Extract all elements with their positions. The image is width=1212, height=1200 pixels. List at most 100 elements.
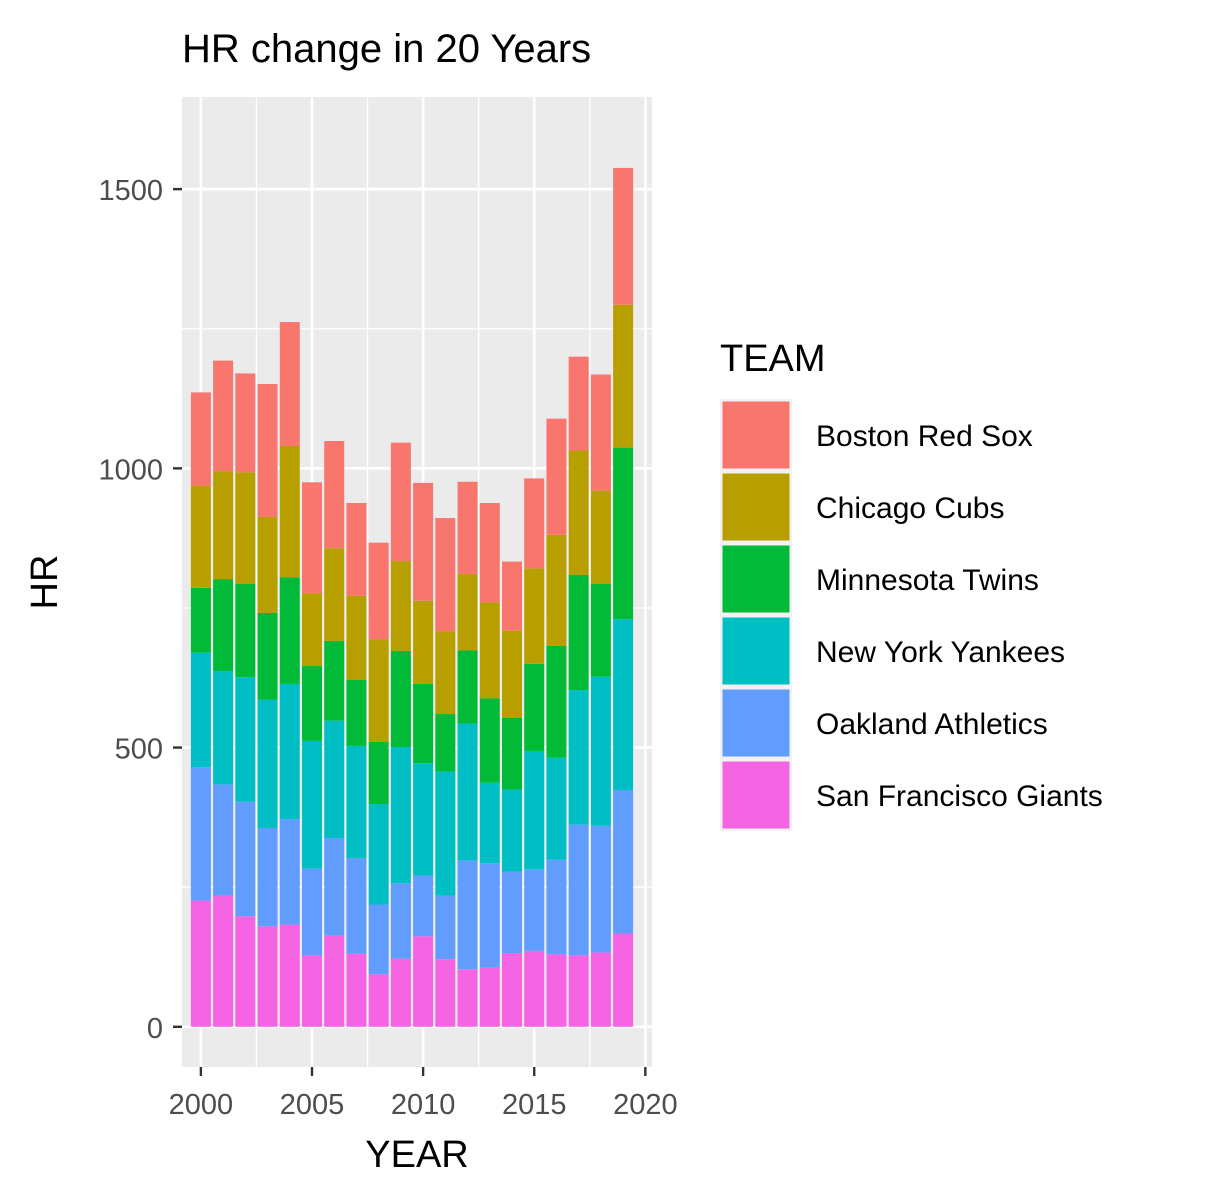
- bar-segment: [479, 502, 500, 603]
- bar-segment: [524, 568, 545, 664]
- bar-segment: [590, 490, 611, 584]
- legend-label: New York Yankees: [816, 636, 1065, 669]
- bar-segment: [346, 595, 367, 681]
- legend-swatch: [722, 401, 790, 469]
- x-tick-label: 2015: [502, 1089, 567, 1121]
- bar-segment: [613, 790, 634, 934]
- bar-segment: [502, 630, 522, 718]
- x-tick-label: 2005: [280, 1089, 345, 1121]
- bar-segment: [568, 690, 589, 825]
- bar-segment: [546, 534, 567, 646]
- bar-segment: [213, 671, 234, 785]
- bar-segment: [324, 548, 345, 641]
- bar-segment: [235, 583, 256, 678]
- bar-segment: [524, 478, 545, 569]
- x-axis-title: YEAR: [365, 1134, 468, 1176]
- bar-segment: [457, 860, 478, 970]
- bar-segment: [346, 502, 367, 596]
- bar-segment: [546, 757, 567, 860]
- bar-segment: [435, 771, 456, 896]
- bar-segment: [368, 542, 389, 640]
- x-tick-label: 2020: [613, 1089, 678, 1121]
- bar-segment: [279, 446, 300, 578]
- legend-items: Boston Red Sox Chicago Cubs Minnesota Twin…: [720, 399, 1103, 831]
- legend-title: TEAM: [720, 338, 826, 380]
- bar-segment: [390, 561, 411, 651]
- bar-segment: [213, 471, 234, 580]
- bar-segment: [390, 442, 411, 562]
- bar-segment: [435, 714, 456, 772]
- y-tick-label: 500: [115, 734, 163, 766]
- bar-segment: [346, 953, 367, 1027]
- x-axis: 2000 2005 2010 2015 2020: [169, 1067, 678, 1121]
- bar-segment: [546, 859, 567, 955]
- bar-segment: [324, 838, 345, 936]
- bar-segment: [613, 304, 634, 448]
- bar-segment: [302, 868, 322, 956]
- bar-segment: [590, 676, 611, 826]
- bar-segment: [568, 356, 589, 451]
- bar-segment: [457, 573, 478, 651]
- legend: TEAM Boston Red Sox Chicago Cubs Minnesota…: [720, 338, 1103, 831]
- bar-segment: [302, 740, 322, 869]
- bar-segment: [590, 374, 611, 491]
- y-axis-title: HR: [24, 555, 66, 610]
- legend-swatch: [722, 617, 790, 685]
- bar-segment: [368, 741, 389, 804]
- bar-segment: [213, 360, 234, 472]
- bar-segment: [546, 645, 567, 758]
- legend-label: San Francisco Giants: [816, 780, 1103, 813]
- bar-segment: [524, 950, 545, 1027]
- bar-segment: [279, 819, 300, 925]
- bar-segment: [590, 825, 611, 953]
- chart-title: HR change in 20 Years: [182, 27, 591, 71]
- bar-segment: [368, 803, 389, 905]
- bar-segment: [479, 782, 500, 864]
- bar-segment: [546, 954, 567, 1027]
- bar-segment: [413, 936, 434, 1027]
- bar-segment: [213, 784, 234, 896]
- bar-segment: [257, 699, 278, 828]
- bar-segment: [324, 640, 345, 721]
- bar-segment: [479, 698, 500, 783]
- bar-segment: [435, 959, 456, 1027]
- bar-segment: [568, 824, 589, 956]
- x-tick-label: 2000: [169, 1089, 234, 1121]
- bar-segment: [568, 955, 589, 1027]
- bar-segment: [324, 440, 345, 549]
- bar-segment: [524, 663, 545, 751]
- bar-segment: [257, 516, 278, 613]
- bar-segment: [413, 683, 434, 764]
- bar-segment: [368, 639, 389, 742]
- bar-segment: [324, 935, 345, 1027]
- bar-segment: [213, 579, 234, 672]
- bar-segment: [279, 577, 300, 684]
- bar-segment: [302, 593, 322, 667]
- bar-segment: [235, 472, 256, 584]
- y-tick-label: 0: [147, 1013, 163, 1045]
- bar-segment: [324, 720, 345, 839]
- bar-segment: [613, 933, 634, 1027]
- bar-segment: [213, 895, 234, 1027]
- bar-segment: [190, 767, 211, 901]
- bar-segment: [190, 485, 211, 588]
- bar-segment: [568, 450, 589, 576]
- bar-segment: [190, 900, 211, 1027]
- legend-swatch: [722, 545, 790, 613]
- bar-segment: [413, 482, 434, 601]
- legend-swatch: [722, 473, 790, 541]
- bar-segment: [368, 974, 389, 1027]
- legend-label: Boston Red Sox: [816, 420, 1033, 453]
- bar-segment: [435, 895, 456, 960]
- bar-segment: [302, 955, 322, 1027]
- bar-segment: [546, 418, 567, 535]
- y-tick-label: 1500: [98, 175, 163, 207]
- bar-segment: [435, 631, 456, 715]
- bar-segment: [390, 958, 411, 1027]
- legend-label: Oakland Athletics: [816, 708, 1048, 741]
- bar-segment: [613, 167, 634, 305]
- bar-segment: [390, 883, 411, 959]
- bar-segment: [279, 322, 300, 447]
- bar-segment: [568, 575, 589, 691]
- bar-segment: [457, 969, 478, 1027]
